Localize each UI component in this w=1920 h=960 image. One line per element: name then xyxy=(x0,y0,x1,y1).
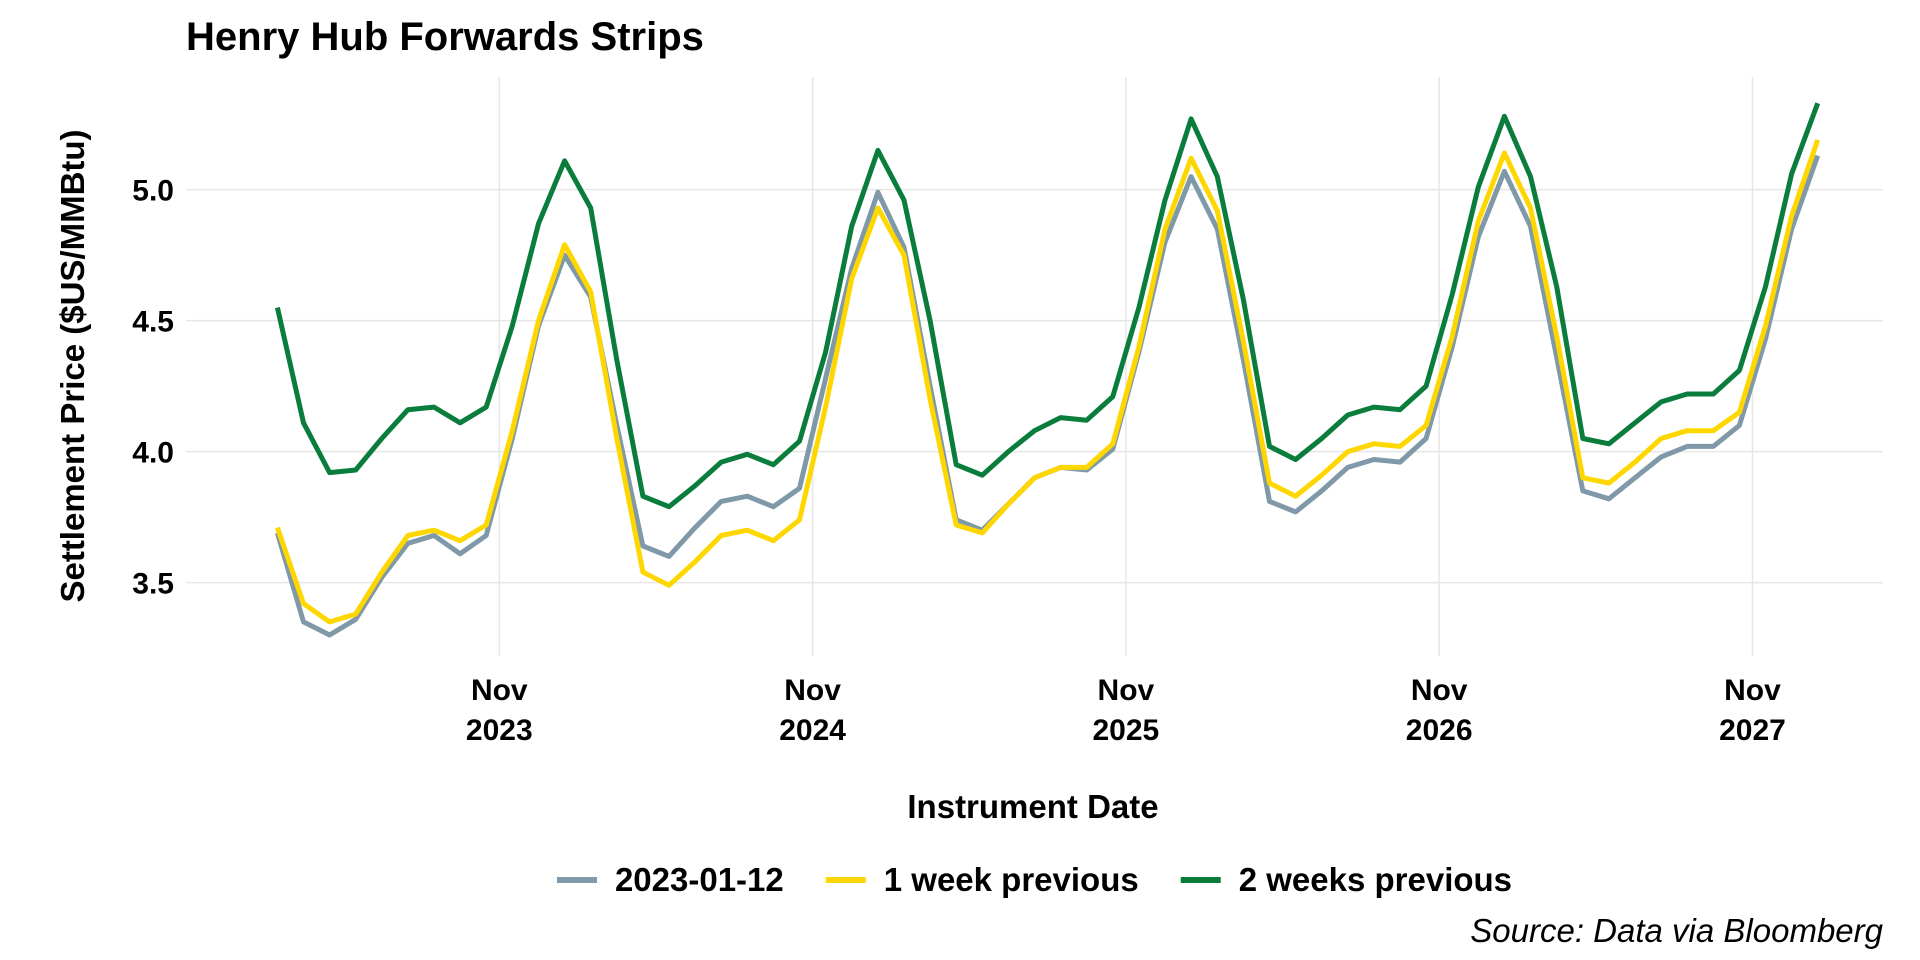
legend-label: 2023-01-12 xyxy=(615,861,784,898)
x-tick-label: Nov xyxy=(471,674,528,707)
legend-label: 2 weeks previous xyxy=(1239,861,1512,898)
x-tick-label: 2025 xyxy=(1093,714,1160,747)
x-tick-label: 2024 xyxy=(779,714,846,747)
legend-label: 1 week previous xyxy=(884,861,1139,898)
chart-title: Henry Hub Forwards Strips xyxy=(186,15,704,59)
x-tick-label: Nov xyxy=(1724,674,1781,707)
series-line xyxy=(274,102,1821,510)
x-tick-label: Nov xyxy=(1098,674,1155,707)
x-tick-label: 2027 xyxy=(1719,714,1786,747)
y-tick-label: 4.5 xyxy=(132,306,174,339)
x-tick-label: Nov xyxy=(1411,674,1468,707)
y-tick-label: 4.0 xyxy=(132,437,174,470)
y-tick-label: 3.5 xyxy=(132,568,174,601)
x-tick-label: 2023 xyxy=(466,714,533,747)
source-note: Source: Data via Bloomberg xyxy=(1470,912,1883,949)
x-axis-title: Instrument Date xyxy=(907,788,1158,825)
series-line xyxy=(275,139,1821,625)
series-line xyxy=(275,154,1821,638)
x-tick-label: Nov xyxy=(784,674,841,707)
legend: 2023-01-12 1 week previous 2 weeks previou… xyxy=(556,861,1512,898)
y-axis-title: Settlement Price ($US/MMBtu) xyxy=(54,129,91,602)
x-tick-label: 2026 xyxy=(1406,714,1473,747)
y-tick-label: 5.0 xyxy=(132,175,174,208)
